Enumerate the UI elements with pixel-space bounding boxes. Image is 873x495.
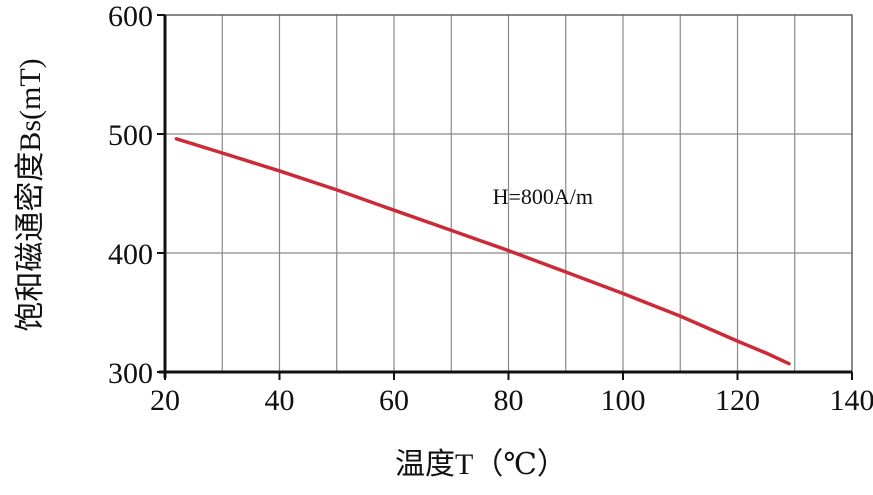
y-tick-label: 500 bbox=[108, 119, 153, 152]
y-axis-label: 饱和磁通密度Bs(mT) bbox=[14, 58, 47, 331]
y-tick-label: 400 bbox=[108, 238, 153, 271]
x-tick-label: 60 bbox=[379, 384, 409, 417]
x-tick-label: 20 bbox=[150, 384, 180, 417]
y-tick-label: 300 bbox=[108, 357, 153, 390]
x-tick-label: 80 bbox=[494, 384, 524, 417]
x-tick-label: 40 bbox=[265, 384, 295, 417]
x-tick-label: 140 bbox=[830, 384, 873, 417]
y-tick-label: 600 bbox=[108, 0, 153, 33]
series-layer bbox=[176, 139, 789, 364]
x-axis-label: 温度T（℃） bbox=[395, 448, 567, 481]
curve-annotation: H=800A/m bbox=[493, 184, 593, 209]
x-tick-label: 120 bbox=[715, 384, 760, 417]
series-line bbox=[176, 139, 789, 364]
annotations: H=800A/m bbox=[493, 184, 593, 209]
x-tick-label: 100 bbox=[601, 384, 646, 417]
